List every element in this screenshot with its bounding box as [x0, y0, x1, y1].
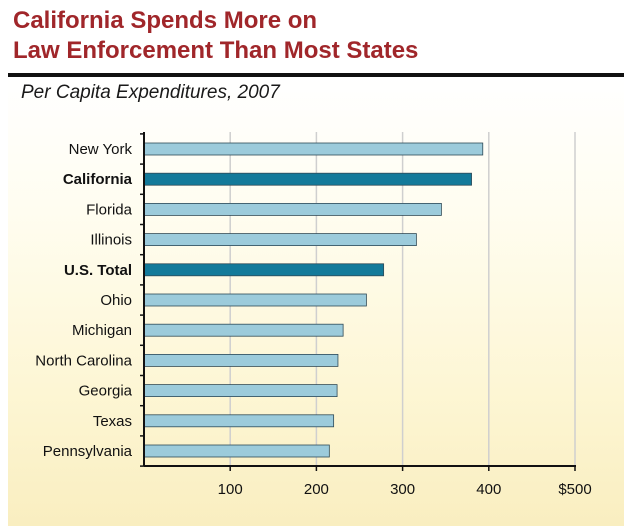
x-tick-label: 400 [476, 481, 501, 498]
bar [143, 384, 338, 398]
category-label: Texas [93, 413, 132, 430]
category-label: New York [69, 141, 133, 158]
chart-subtitle: Per Capita Expenditures, 2007 [21, 82, 280, 103]
category-label: Pennsylvania [43, 443, 133, 460]
category-label: Georgia [79, 383, 133, 400]
title-divider [8, 73, 624, 77]
category-label: California [63, 171, 133, 188]
category-label: North Carolina [35, 352, 132, 369]
category-label: Michigan [72, 322, 132, 339]
x-tick-label: $500 [558, 481, 591, 498]
bar [143, 414, 335, 428]
bar [143, 172, 472, 186]
category-label: Illinois [90, 232, 132, 249]
x-tick-label: 200 [304, 481, 329, 498]
category-label: Ohio [100, 292, 132, 309]
bar [143, 444, 330, 458]
title-line-2: Law Enforcement Than Most States [13, 37, 419, 64]
bar [143, 142, 484, 156]
category-label: U.S. Total [64, 262, 132, 279]
bar [143, 263, 385, 277]
bar [143, 202, 442, 216]
x-tick-label: 300 [390, 481, 415, 498]
bar [143, 323, 344, 337]
x-tick-label: 100 [218, 481, 243, 498]
category-label: Florida [86, 201, 133, 218]
bar [143, 293, 367, 307]
page-title: California Spends More on Law Enforcemen… [13, 6, 418, 66]
title-line-1: California Spends More on [13, 7, 318, 34]
bar [143, 353, 339, 367]
bar [143, 233, 417, 247]
